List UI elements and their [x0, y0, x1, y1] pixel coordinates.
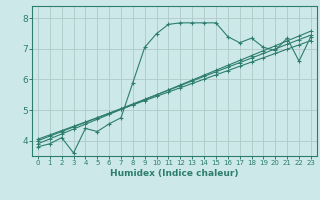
- X-axis label: Humidex (Indice chaleur): Humidex (Indice chaleur): [110, 169, 239, 178]
